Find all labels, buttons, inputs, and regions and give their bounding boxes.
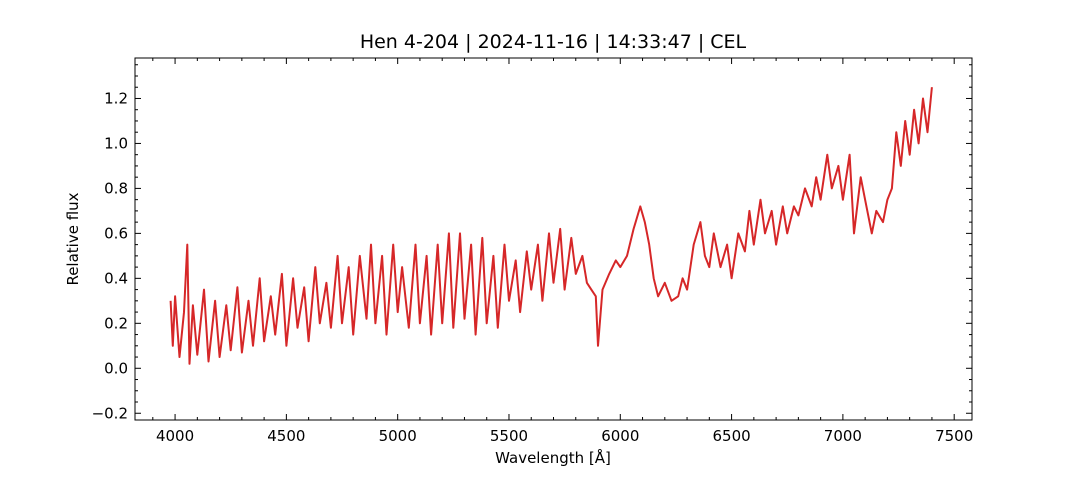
y-axis: −0.2 0.0 0.2 0.4 0.6 0.8 1.0 1.2 [92,64,972,422]
plot-area [169,87,933,365]
y-tick-label: 0.4 [104,269,128,287]
y-tick-label: 0.2 [104,314,128,332]
x-tick-label: 4500 [267,427,305,445]
y-axis-label: Relative flux [64,192,82,285]
x-axis-label: Wavelength [Å] [495,448,611,467]
x-tick-label: 5500 [490,427,528,445]
chart-title: Hen 4-204 | 2024-11-16 | 14:33:47 | CEL [360,31,747,53]
x-tick-label: 6000 [601,427,639,445]
y-tick-label: 1.2 [104,89,128,107]
y-tick-label: 0.0 [104,359,128,377]
y-tick-label: 0.8 [104,179,128,197]
x-axis: 4000 4500 5000 5500 6000 6500 7000 7500 [152,58,973,445]
plot-frame [134,57,973,421]
y-tick-label: −0.2 [92,404,128,422]
x-tick-label: 5000 [379,427,417,445]
spectrum-line-0 [169,87,933,365]
y-tick-label: 0.6 [104,224,128,242]
x-tick-label: 7500 [935,427,973,445]
y-tick-label: 1.0 [104,134,128,152]
x-tick-label: 6500 [712,427,750,445]
x-tick-label: 7000 [824,427,862,445]
x-tick-label: 4000 [156,427,194,445]
